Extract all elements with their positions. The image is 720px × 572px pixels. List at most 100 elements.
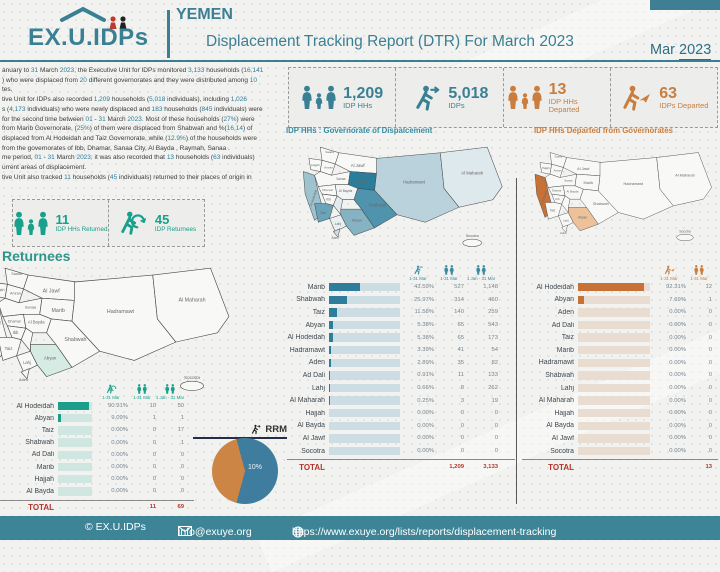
logo-divider <box>167 10 170 58</box>
row-hh: 3 <box>434 398 464 404</box>
row-label: Marib <box>287 284 329 291</box>
header-divider-line <box>0 60 720 62</box>
svg-text:Hajjah: Hajjah <box>0 288 5 292</box>
row-bar <box>578 321 650 329</box>
total-label: TOTAL <box>287 463 329 472</box>
rrm-pie-value: 10% <box>248 464 262 471</box>
people-icon <box>443 265 455 275</box>
row-pct: 0.00% <box>402 410 434 416</box>
row-bar-fill <box>578 296 584 304</box>
svg-text:Hajjah: Hajjah <box>311 163 320 167</box>
runner-arrow-sm-icon <box>412 265 424 275</box>
row-bar <box>578 371 650 379</box>
row-cum: 0 <box>156 488 184 494</box>
row-label: Aden <box>287 359 329 366</box>
row-bar <box>329 434 400 442</box>
row-pct: 0.91% <box>402 372 434 378</box>
row-bar <box>58 426 92 434</box>
row-bar <box>329 384 400 392</box>
row-bar <box>329 447 400 455</box>
row-bar <box>578 283 650 291</box>
row-label: Shabwah <box>522 372 578 379</box>
row-bar-fill <box>329 283 360 291</box>
row-bar <box>329 321 400 329</box>
row-label: Hajjah <box>0 476 58 483</box>
people-icon <box>475 265 487 275</box>
row-pct: 7.69% <box>652 297 686 303</box>
narrative-text: anuary to 31 March 2023, the Executive U… <box>2 66 284 182</box>
row-cum: 1 <box>156 415 184 421</box>
row-bar-fill <box>58 414 61 422</box>
row-bar <box>58 451 92 459</box>
svg-text:Marib: Marib <box>52 308 65 314</box>
row-bar-fill <box>329 346 331 354</box>
row-bar-fill <box>578 283 644 291</box>
row-bar <box>329 308 400 316</box>
row-bar <box>58 463 92 471</box>
row-pct: 9.09% <box>94 415 128 421</box>
runner-return-sm-icon <box>105 384 118 394</box>
row-label: Ad Dali <box>287 372 329 379</box>
row-pct: 0.00% <box>652 448 686 454</box>
row-pct: 0.25% <box>402 398 434 404</box>
row-pct: 0.00% <box>652 335 686 341</box>
svg-text:Sanaa: Sanaa <box>564 179 573 183</box>
family-icon <box>507 84 543 111</box>
row-label: Al Bayda <box>287 422 329 429</box>
stat-value: 13 <box>549 81 607 98</box>
row-hh: 140 <box>434 309 464 315</box>
row-bar <box>578 346 650 354</box>
svg-text:Lahj: Lahj <box>23 360 31 365</box>
row-bar <box>578 409 650 417</box>
row-bar <box>578 447 650 455</box>
row-hh: 0 <box>128 452 156 458</box>
row-bar <box>578 396 650 404</box>
row-label: Taiz <box>0 427 58 434</box>
row-hh: 0 <box>686 398 712 404</box>
row-cum: 82 <box>464 360 498 366</box>
corner-accent-bar <box>650 0 720 10</box>
footer-email-text: info@exuye.org <box>178 526 252 538</box>
svg-text:Al Bayda: Al Bayda <box>567 190 579 194</box>
row-pct: 0.00% <box>652 347 686 353</box>
column-header: 1-31 Mar <box>128 384 156 400</box>
row-cum: 19 <box>464 398 498 404</box>
row-hh: 35 <box>434 360 464 366</box>
stat-value: 45 <box>155 213 196 226</box>
row-label: Al Hodeidah <box>0 403 58 410</box>
row-label: Abyan <box>287 322 329 329</box>
svg-text:Abyan: Abyan <box>44 355 57 360</box>
svg-text:Marib: Marib <box>358 179 369 184</box>
row-pct: 0.00% <box>652 435 686 441</box>
row-label: Ad Dali <box>0 451 58 458</box>
svg-text:Aden: Aden <box>560 231 567 235</box>
stat-label: IDP HHs <box>343 102 383 110</box>
row-label: Socotra <box>522 448 578 455</box>
runner-plane-icon <box>619 84 653 112</box>
column-header: 1 Jan - 31 Mar <box>464 265 498 281</box>
runner-return-icon <box>117 210 149 236</box>
row-label: Taiz <box>287 309 329 316</box>
svg-text:Dhamar: Dhamar <box>8 319 22 323</box>
svg-text:Dhamar: Dhamar <box>552 189 562 193</box>
runner-plane-sm-icon <box>663 265 676 275</box>
